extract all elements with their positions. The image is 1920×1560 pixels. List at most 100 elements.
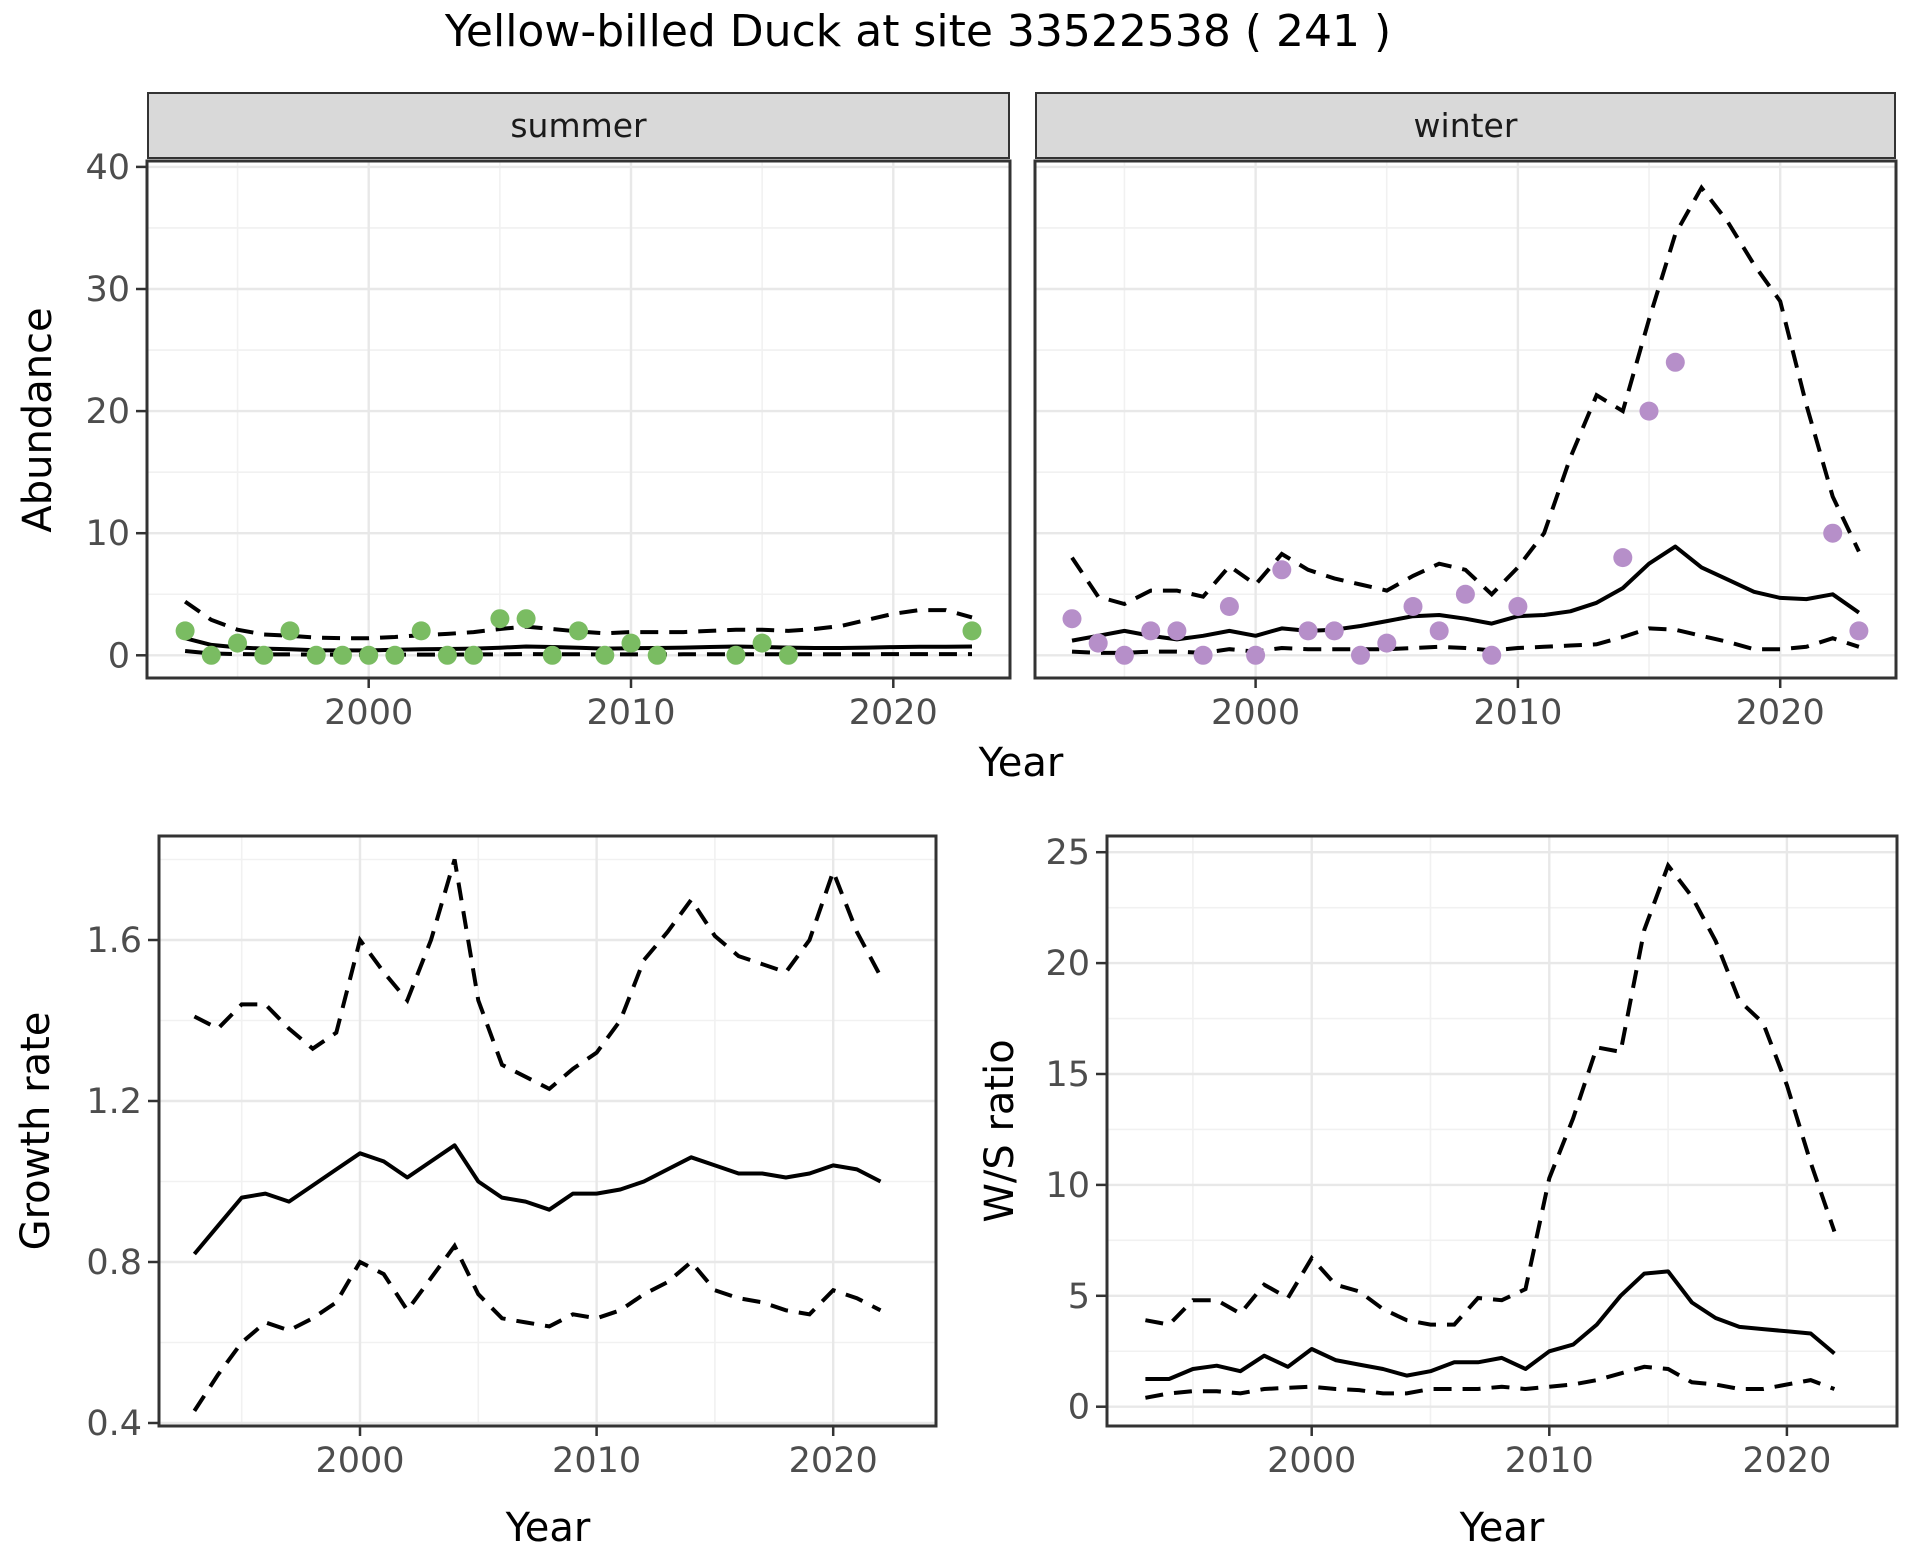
y-tick-label: 1.6 [86,921,142,961]
data-point [726,645,746,665]
data-point [1613,548,1633,568]
ci-lower-line [1145,1364,1836,1400]
y-tick-label: 20 [85,392,130,432]
series-layer [192,858,883,1412]
panel-border [1105,834,1899,1428]
x-axis-title-year-top: Year [978,740,1064,786]
data-point [1455,584,1475,604]
y-axis-title-growth-rate: Growth rate [13,1011,59,1251]
data-point [778,645,798,665]
data-point [1272,560,1292,580]
data-point [1298,621,1318,641]
data-point [516,609,536,629]
y-tick-label: 25 [1045,833,1090,873]
data-point [1167,621,1187,641]
panel-border [1033,159,1898,680]
panel-ws-ratio: 2000 2010 2020 0 5 10 15 20 25 [1045,833,1899,1481]
data-point [437,645,457,665]
x-tick-label: 2000 [1211,693,1300,733]
panel-abundance-summer: 2000 2010 2020 0 10 20 30 40 [85,148,1012,733]
ci-lower-line [192,1242,882,1412]
ci-upper-line [193,858,883,1092]
data-point [1141,621,1161,641]
data-point [385,645,405,665]
x-axis-title-year-ws: Year [1459,1505,1545,1551]
data-point [1219,597,1239,616]
x-tick-label: 2010 [552,1441,641,1481]
data-point [962,621,982,641]
ci-lower-line [1071,626,1860,655]
panel-abundance-winter: 2000 2010 2020 [1033,159,1898,733]
x-axis-title-year-growth: Year [505,1505,591,1551]
x-tick-label: 2000 [1267,1441,1356,1481]
data-point [1062,609,1082,629]
data-point [1351,645,1370,665]
data-point [752,633,772,653]
data-point [1403,597,1423,616]
panel-growth-rate: 2000 2010 2020 0.4 0.8 1.2 1.6 [86,834,938,1481]
data-point [1849,621,1869,641]
y-tick-label: 0.4 [86,1404,142,1444]
data-point [411,621,431,641]
panel-border [145,159,1012,680]
data-point [1639,401,1659,421]
fit-line [192,1143,882,1256]
x-tick-label: 2020 [849,693,938,733]
x-tick-label: 2010 [1505,1441,1594,1481]
x-tick-label: 2020 [1742,1441,1831,1481]
data-point [464,645,484,665]
x-tick-label: 2020 [1736,693,1825,733]
data-point [228,633,247,653]
y-tick-label: 40 [85,148,130,188]
data-point [1246,645,1266,665]
data-point [1429,621,1449,641]
data-point [1114,645,1134,665]
y-tick-label: 30 [85,270,130,310]
data-point [490,609,510,629]
facet-strip-summer: summer [147,92,1010,159]
y-tick-label: 10 [1045,1166,1090,1206]
data-point [542,645,562,665]
y-tick-label: 5 [1068,1277,1090,1317]
y-tick-label: 1.2 [86,1082,142,1122]
data-point [359,645,379,665]
data-point [1665,352,1685,372]
fit-line [1145,1269,1836,1381]
series-layer [1145,861,1837,1400]
data-point [1508,597,1528,616]
y-tick-label: 0.8 [86,1243,142,1283]
fit-line [1071,544,1861,643]
data-point [254,645,274,665]
y-tick-label: 0 [108,636,130,676]
data-point [280,621,300,641]
x-tick-label: 2000 [315,1441,404,1481]
facet-strip-winter: winter [1035,92,1896,159]
data-point [175,621,195,641]
data-point [1823,523,1843,543]
panel-border [157,834,938,1428]
data-point [595,645,615,665]
data-point [1088,633,1108,653]
y-tick-label: 15 [1045,1055,1090,1095]
facet-strip-summer-label: summer [510,106,647,145]
x-tick-label: 2020 [789,1441,878,1481]
data-point [1324,621,1344,641]
data-point [306,645,326,665]
x-tick-label: 2010 [1473,693,1562,733]
data-point [621,633,641,653]
data-point [1482,645,1502,665]
data-point [1377,633,1397,653]
y-axis-title-ws-ratio: W/S ratio [977,1039,1023,1223]
x-tick-label: 2000 [324,693,413,733]
y-tick-label: 0 [1068,1388,1090,1428]
facet-strip-winter-label: winter [1413,106,1518,145]
series-layer [1070,184,1861,655]
data-point [1193,645,1213,665]
ci-upper-line [1070,184,1861,607]
data-point [569,621,588,641]
ci-upper-line [1145,861,1837,1327]
y-tick-label: 10 [85,514,130,554]
data-point [647,645,667,665]
